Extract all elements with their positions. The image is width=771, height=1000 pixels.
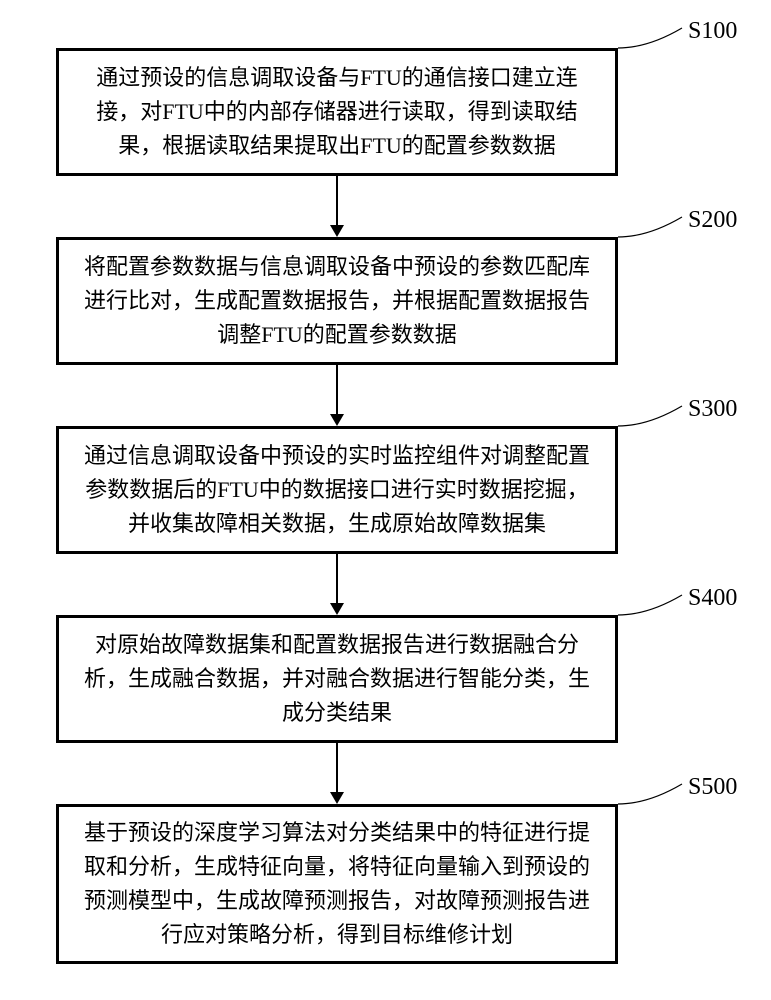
step-s300: 通过信息调取设备中预设的实时监控组件对调整配置参数数据后的FTU中的数据接口进行… xyxy=(56,426,618,554)
step-s400: 对原始故障数据集和配置数据报告进行数据融合分析，生成融合数据，并对融合数据进行智… xyxy=(56,615,618,743)
step-s100: 通过预设的信息调取设备与FTU的通信接口建立连接，对FTU中的内部存储器进行读取… xyxy=(56,48,618,176)
label-s400: S400 xyxy=(688,585,737,612)
leader-s300 xyxy=(618,402,688,430)
step-s500-text: 基于预设的深度学习算法对分类结果中的特征进行提取和分析，生成特征向量，将特征向量… xyxy=(81,816,593,952)
label-s200: S200 xyxy=(688,207,737,234)
label-s300: S300 xyxy=(688,396,737,423)
flowchart-container: 通过预设的信息调取设备与FTU的通信接口建立连接，对FTU中的内部存储器进行读取… xyxy=(0,0,771,1000)
step-s400-text: 对原始故障数据集和配置数据报告进行数据融合分析，生成融合数据，并对融合数据进行智… xyxy=(81,628,593,730)
step-s200-text: 将配置参数数据与信息调取设备中预设的参数匹配库进行比对，生成配置数据报告，并根据… xyxy=(81,250,593,352)
label-s500: S500 xyxy=(688,774,737,801)
step-s500: 基于预设的深度学习算法对分类结果中的特征进行提取和分析，生成特征向量，将特征向量… xyxy=(56,804,618,964)
arrow-s400-s500 xyxy=(330,743,344,804)
step-s100-text: 通过预设的信息调取设备与FTU的通信接口建立连接，对FTU中的内部存储器进行读取… xyxy=(81,61,593,163)
step-s300-text: 通过信息调取设备中预设的实时监控组件对调整配置参数数据后的FTU中的数据接口进行… xyxy=(81,439,593,541)
leader-s200 xyxy=(618,213,688,241)
leader-s500 xyxy=(618,780,688,808)
step-s200: 将配置参数数据与信息调取设备中预设的参数匹配库进行比对，生成配置数据报告，并根据… xyxy=(56,237,618,365)
arrow-s200-s300 xyxy=(330,365,344,426)
leader-s100 xyxy=(618,24,688,52)
arrow-s300-s400 xyxy=(330,554,344,615)
arrow-s100-s200 xyxy=(330,176,344,237)
leader-s400 xyxy=(618,591,688,619)
label-s100: S100 xyxy=(688,18,737,45)
